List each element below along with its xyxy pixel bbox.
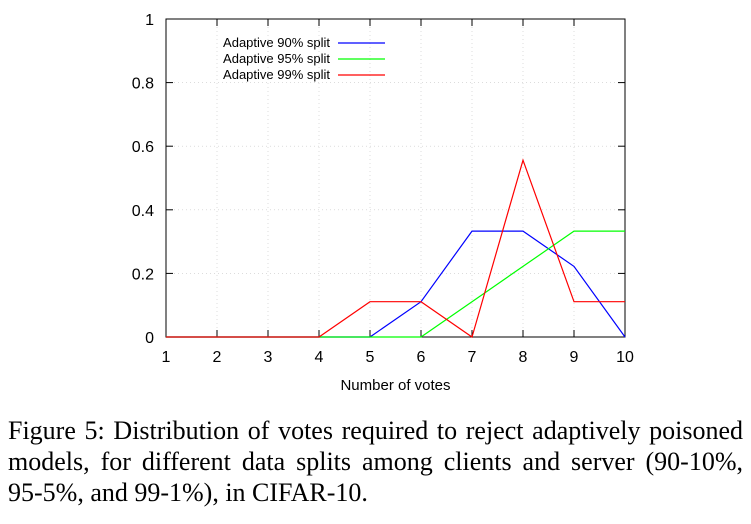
- x-axis-label: Number of votes: [340, 377, 450, 394]
- line-chart: 0 0.2 0.4 0.6 0.8 1 1 2 3 4 5 6 7 8 9 10 Adaptive 90% s…: [132, 12, 634, 394]
- grid: [166, 19, 625, 337]
- x-tick-label: 9: [570, 349, 579, 366]
- x-tick-label: 6: [417, 349, 426, 366]
- series-lines: [166, 158, 626, 338]
- series-line-1: [166, 230, 626, 338]
- y-tick-label: 0: [145, 330, 154, 347]
- y-tick-label: 0.6: [132, 139, 154, 156]
- x-tick-label: 7: [468, 349, 477, 366]
- figure-caption: Figure 5: Distribution of votes required…: [8, 416, 743, 507]
- x-tick-label: 1: [162, 349, 171, 366]
- legend-label-3: Adaptive 99% split: [223, 67, 330, 82]
- series-line-2: [166, 230, 625, 338]
- x-tick-label: 4: [315, 349, 324, 366]
- x-tick-label: 10: [616, 349, 634, 366]
- x-tick-label: 5: [366, 349, 375, 366]
- axis-ticks: 0 0.2 0.4 0.6 0.8 1 1 2 3 4 5 6 7 8 9 10: [132, 12, 634, 366]
- legend-label-2: Adaptive 95% split: [223, 51, 330, 66]
- x-tick-label: 3: [264, 349, 273, 366]
- series-line-3: [166, 158, 625, 338]
- legend-label-1: Adaptive 90% split: [223, 35, 330, 50]
- y-tick-label: 0.8: [132, 76, 154, 93]
- y-tick-label: 0.4: [132, 203, 154, 220]
- y-tick-label: 1: [145, 12, 154, 29]
- y-tick-label: 0.2: [132, 266, 154, 283]
- x-tick-label: 2: [213, 349, 222, 366]
- x-tick-label: 8: [519, 349, 528, 366]
